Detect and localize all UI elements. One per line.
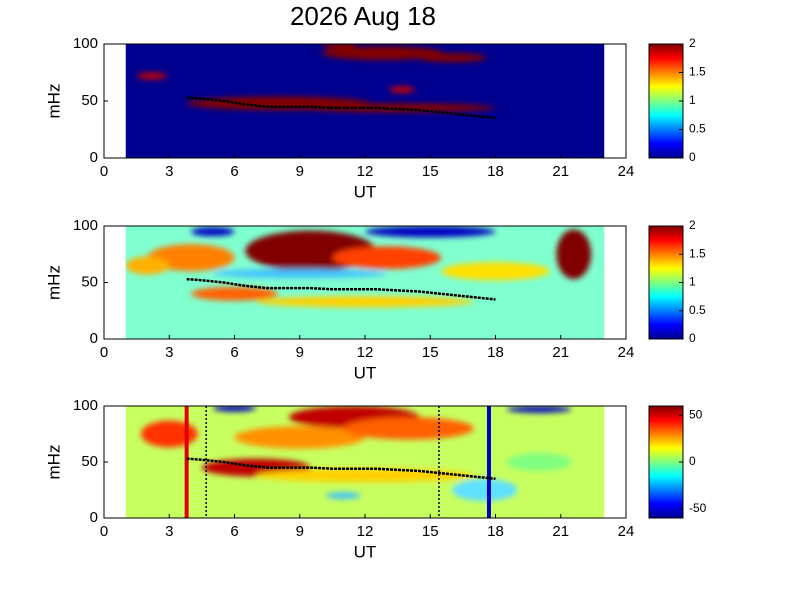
spectral-blob: [452, 478, 518, 502]
x-tick-label: 12: [357, 344, 374, 361]
colorbar: [648, 225, 684, 340]
x-axis-label: UT: [354, 182, 377, 201]
spectral-blob: [417, 53, 487, 63]
spectral-blob: [556, 229, 592, 280]
x-tick-label: 9: [296, 523, 304, 540]
x-tick-label: 18: [487, 523, 504, 540]
x-tick-label: 21: [552, 344, 569, 361]
colorbar-tick-label: 0.5: [689, 303, 706, 317]
track-line: [186, 96, 496, 120]
spectrogram: [125, 226, 592, 308]
spectral-blob: [256, 296, 474, 308]
spectral-blob: [388, 86, 416, 94]
colorbar-tick-label: 50: [689, 408, 703, 422]
x-tick-label: 0: [100, 163, 108, 180]
x-tick-label: 6: [230, 344, 238, 361]
colorbar: [648, 405, 684, 519]
x-tick-label: 6: [230, 523, 238, 540]
y-axis-label: mHz: [44, 84, 63, 119]
y-tick-label: 100: [73, 35, 98, 52]
x-tick-label: 9: [296, 163, 304, 180]
figure-title: 2026 Aug 18: [290, 1, 436, 31]
colorbar-tick-label: 1.5: [689, 246, 706, 260]
colorbar-tick-label: 0: [689, 150, 696, 164]
spectrogram-blobs: [125, 226, 592, 308]
x-tick-label: 15: [422, 163, 439, 180]
spectral-blob: [125, 256, 170, 275]
spectral-blob: [365, 226, 496, 238]
y-axis-label: mHz: [44, 265, 63, 300]
y-tick-label: 0: [90, 330, 98, 347]
spectral-blob: [212, 268, 387, 278]
colorbar: [648, 43, 684, 159]
spectral-blob: [325, 492, 361, 499]
colorbar-tick-label: 0.5: [689, 122, 706, 136]
spectral-blob: [191, 227, 235, 237]
x-tick-label: 6: [230, 163, 238, 180]
x-tick-label: 3: [165, 523, 173, 540]
x-tick-label: 15: [422, 523, 439, 540]
track-line: [186, 277, 496, 301]
spectral-blob: [506, 453, 572, 471]
spectral-blob: [321, 46, 444, 60]
x-tick-label: 24: [618, 523, 635, 540]
x-tick-label: 24: [618, 344, 635, 361]
spectral-blob: [332, 246, 442, 269]
colorbar-tick-label: 2: [689, 218, 696, 232]
y-tick-label: 100: [73, 397, 98, 414]
colorbar-tick-label: -50: [689, 501, 707, 515]
x-tick-label: 18: [487, 344, 504, 361]
y-tick-label: 50: [81, 273, 98, 290]
spectral-blob: [147, 244, 235, 272]
x-tick-label: 9: [296, 344, 304, 361]
spectrogram: [140, 406, 572, 502]
colorbar-tick-label: 1.5: [689, 65, 706, 79]
spectral-blob: [506, 406, 572, 413]
y-tick-label: 0: [90, 509, 98, 526]
panel: 0 3 6 9 12 15 18 21 24 0 50 100 UT mHz 0 0.5 1 1.5 2: [44, 217, 706, 383]
panel: 0 3 6 9 12 15 18 21 24 0 50 100 UT mHz -50 0 50: [44, 397, 706, 562]
x-tick-label: 3: [165, 163, 173, 180]
x-tick-label: 0: [100, 344, 108, 361]
spectral-blob: [441, 262, 550, 281]
y-tick-label: 100: [73, 217, 98, 234]
spectral-blob: [191, 287, 278, 301]
colorbar-tick-label: 1: [689, 93, 696, 107]
y-tick-label: 50: [81, 92, 98, 109]
colorbar-tick-label: 2: [689, 36, 696, 50]
x-axis-label: UT: [354, 363, 377, 382]
x-tick-label: 15: [422, 344, 439, 361]
track-line: [186, 457, 496, 481]
x-tick-label: 3: [165, 344, 173, 361]
x-tick-label: 12: [357, 163, 374, 180]
x-tick-label: 24: [618, 163, 635, 180]
colorbar-tick-label: 0: [689, 331, 696, 345]
x-tick-label: 0: [100, 523, 108, 540]
colorbar-tick-label: 0: [689, 454, 696, 468]
x-tick-label: 21: [552, 523, 569, 540]
spectral-blob: [212, 406, 257, 412]
spectral-blob: [299, 103, 496, 113]
spectrogram-blobs: [140, 406, 572, 502]
spectral-blob: [321, 44, 357, 49]
spectral-blob: [140, 420, 198, 448]
panel: 0 3 6 9 12 15 18 21 24 0 50 100 UT mHz 0 0.5 1 1.5 2: [44, 35, 706, 202]
spectral-blob: [234, 426, 365, 449]
spectral-blob: [256, 468, 474, 483]
x-tick-label: 12: [357, 523, 374, 540]
spectral-blob: [343, 417, 474, 440]
x-tick-label: 18: [487, 163, 504, 180]
spectral-blob: [136, 72, 168, 80]
y-tick-label: 50: [81, 453, 98, 470]
y-tick-label: 0: [90, 149, 98, 166]
x-axis-label: UT: [354, 542, 377, 561]
x-tick-label: 21: [552, 163, 569, 180]
y-axis-label: mHz: [44, 445, 63, 480]
colorbar-tick-label: 1: [689, 275, 696, 289]
